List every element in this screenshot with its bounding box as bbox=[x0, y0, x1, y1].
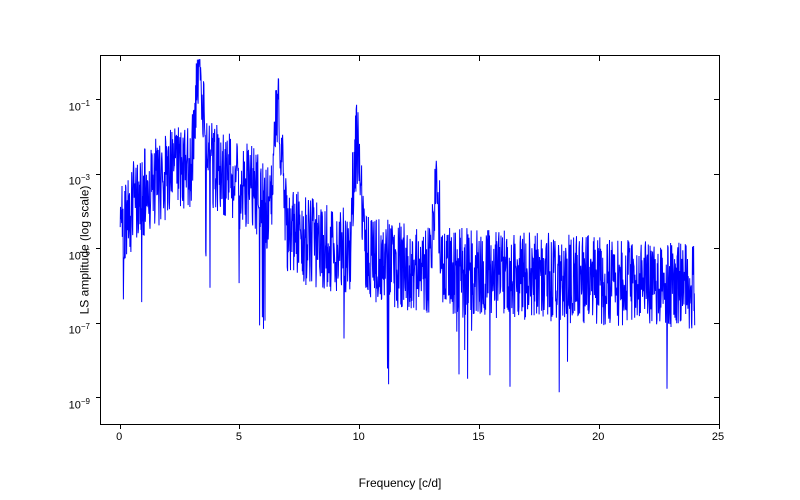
xtick-label: 15 bbox=[472, 431, 484, 443]
xlabel: Frequency [c/d] bbox=[359, 476, 442, 490]
xtick-label: 20 bbox=[592, 431, 604, 443]
spectrum-line bbox=[101, 56, 719, 424]
xtick-label: 5 bbox=[236, 431, 242, 443]
plot-area bbox=[100, 55, 720, 425]
ls-amplitude-chart: Frequency [c/d] LS amplitude (log scale)… bbox=[0, 0, 800, 500]
xtick-label: 10 bbox=[353, 431, 365, 443]
xtick-label: 25 bbox=[712, 431, 724, 443]
xtick-label: 0 bbox=[116, 431, 122, 443]
